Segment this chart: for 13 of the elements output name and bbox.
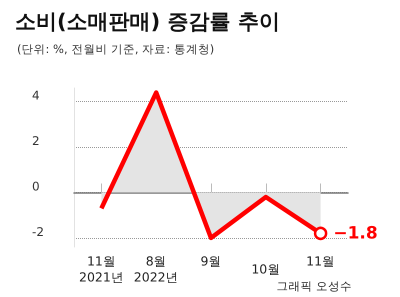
y-tick-label: 0 (32, 179, 40, 194)
text: 그래픽 오성수 (276, 279, 352, 293)
y-tick-label: 4 (32, 88, 40, 103)
chart-title: 소비(소매판매) 증감률 추이 (15, 10, 280, 34)
y-tick-label: 2 (32, 134, 40, 148)
chart-subtitle: (단위: %, 전월비 기준, 자료: 통계청) (17, 42, 214, 56)
x-tick-label: 8월 2022년 (134, 254, 179, 284)
x-tick-label: 10월 (251, 262, 280, 276)
y-tick-label: -2 (32, 224, 44, 239)
data-label: −1.8 (333, 223, 378, 244)
x-tick-label: 9월 (200, 254, 222, 268)
x-tick-label: 11월 (306, 254, 336, 268)
x-tick-label: 11월 2021년 (78, 254, 124, 284)
